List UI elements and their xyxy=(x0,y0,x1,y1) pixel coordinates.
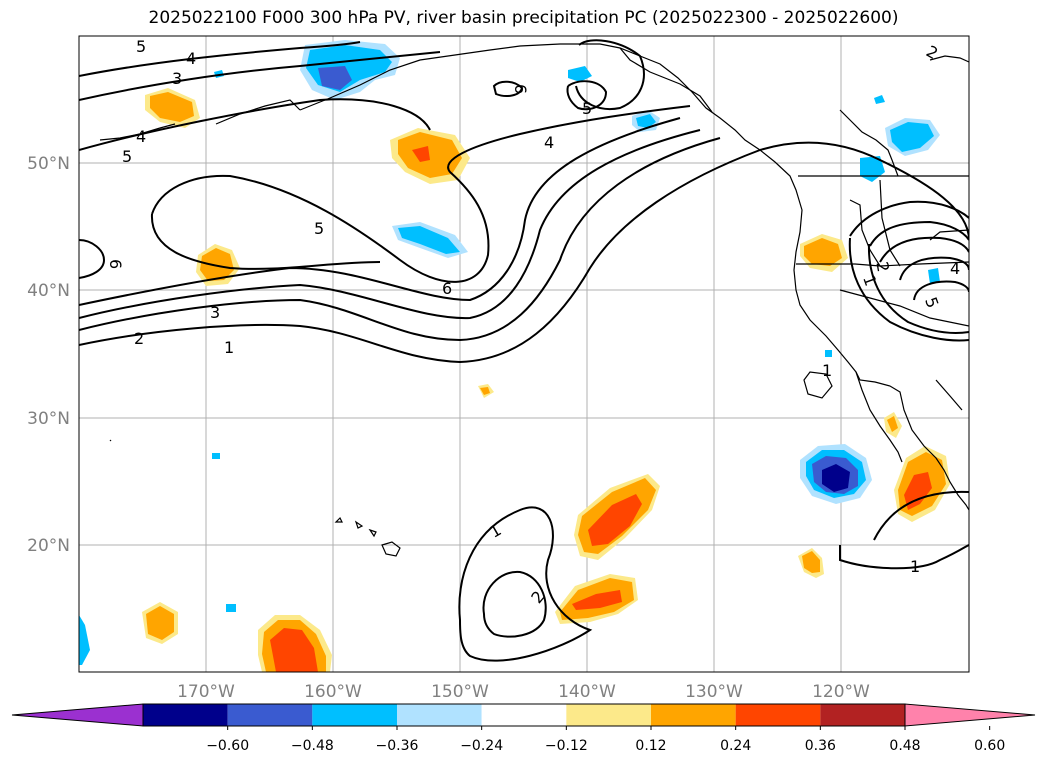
contour-label: 5 xyxy=(314,219,324,238)
lat-label-40n: 40°N xyxy=(27,281,70,301)
contour-label: 6 xyxy=(442,279,452,298)
lon-label-160w: 160°W xyxy=(304,682,362,702)
contour-label: 2 xyxy=(872,260,892,273)
contour-label: 2 xyxy=(134,329,144,348)
colorbar-segment xyxy=(651,704,736,726)
colorbar-tick-label: −0.12 xyxy=(545,738,588,754)
negative-pc-patches xyxy=(79,40,940,665)
colorbar-segment xyxy=(227,704,313,726)
contour-label: 6 xyxy=(511,84,530,94)
contour-label: 6 xyxy=(106,259,125,269)
map-title: 2025022100 F000 300 hPa PV, river basin … xyxy=(148,8,899,28)
colorbar-tick-label: 0.12 xyxy=(635,738,666,754)
contour-label: 3 xyxy=(172,69,182,88)
colorbar-tick-label: 0.60 xyxy=(974,738,1005,754)
contour-label: 4 xyxy=(136,127,146,146)
contour-label: 3 xyxy=(210,303,220,322)
lon-label-140w: 140°W xyxy=(558,682,616,702)
colorbar-tick-label: −0.24 xyxy=(460,738,503,754)
positive-pc-patches xyxy=(142,88,950,672)
colorbar-tick-label: 0.24 xyxy=(720,738,751,754)
colorbar-segment xyxy=(481,704,567,726)
colorbar-segment xyxy=(397,704,482,726)
colorbar-segment xyxy=(820,704,905,726)
colorbar-segment xyxy=(312,704,397,726)
coastlines xyxy=(99,43,969,557)
colorbar-tick-label: −0.48 xyxy=(291,738,334,754)
colorbar-segment xyxy=(566,704,651,726)
colorbar: −0.60 −0.48 −0.36 −0.24 −0.12 0.12 0.24 0.36 0.4… xyxy=(11,703,1036,754)
colorbar-tick-label: −0.60 xyxy=(206,738,249,754)
colorbar-tick-label: −0.36 xyxy=(376,738,419,754)
contour-label: 1 xyxy=(910,557,920,576)
lon-label-120w: 120°W xyxy=(812,682,870,702)
contour-label: 5 xyxy=(582,99,592,118)
lon-label-170w: 170°W xyxy=(177,682,235,702)
lat-label-30n: 30°N xyxy=(27,409,70,429)
lat-label-50n: 50°N xyxy=(27,154,70,174)
colorbar-extend-high xyxy=(904,703,1036,727)
contour-label: 4 xyxy=(186,49,196,68)
map-panel: 5 4 3 4 5 6 5 4 5 6 3 2 1 6 2 1 2 4 5 1 xyxy=(78,35,970,673)
colorbar-extend-low xyxy=(11,703,144,727)
colorbar-outline xyxy=(142,703,906,727)
lon-label-130w: 130°W xyxy=(685,682,743,702)
lat-label-20n: 20°N xyxy=(27,536,70,556)
map-border xyxy=(78,35,970,673)
longitude-labels: 170°W 160°W 150°W 140°W 130°W 120°W xyxy=(177,682,870,702)
contour-label: 1 xyxy=(822,361,832,380)
contour-label: 5 xyxy=(122,147,132,166)
contour-label: 1 xyxy=(224,338,234,357)
pv-contours xyxy=(79,39,969,662)
colorbar-tick-label: 0.48 xyxy=(889,738,920,754)
contour-label: 5 xyxy=(136,37,146,56)
contour-label: 4 xyxy=(544,133,554,152)
colorbar-segment xyxy=(143,704,228,726)
latitude-labels: 50°N 40°N 30°N 20°N xyxy=(27,154,70,556)
colorbar-tick-label: 0.36 xyxy=(805,738,836,754)
lon-label-150w: 150°W xyxy=(431,682,489,702)
colorbar-segment xyxy=(735,704,821,726)
contour-label: 4 xyxy=(950,259,960,278)
